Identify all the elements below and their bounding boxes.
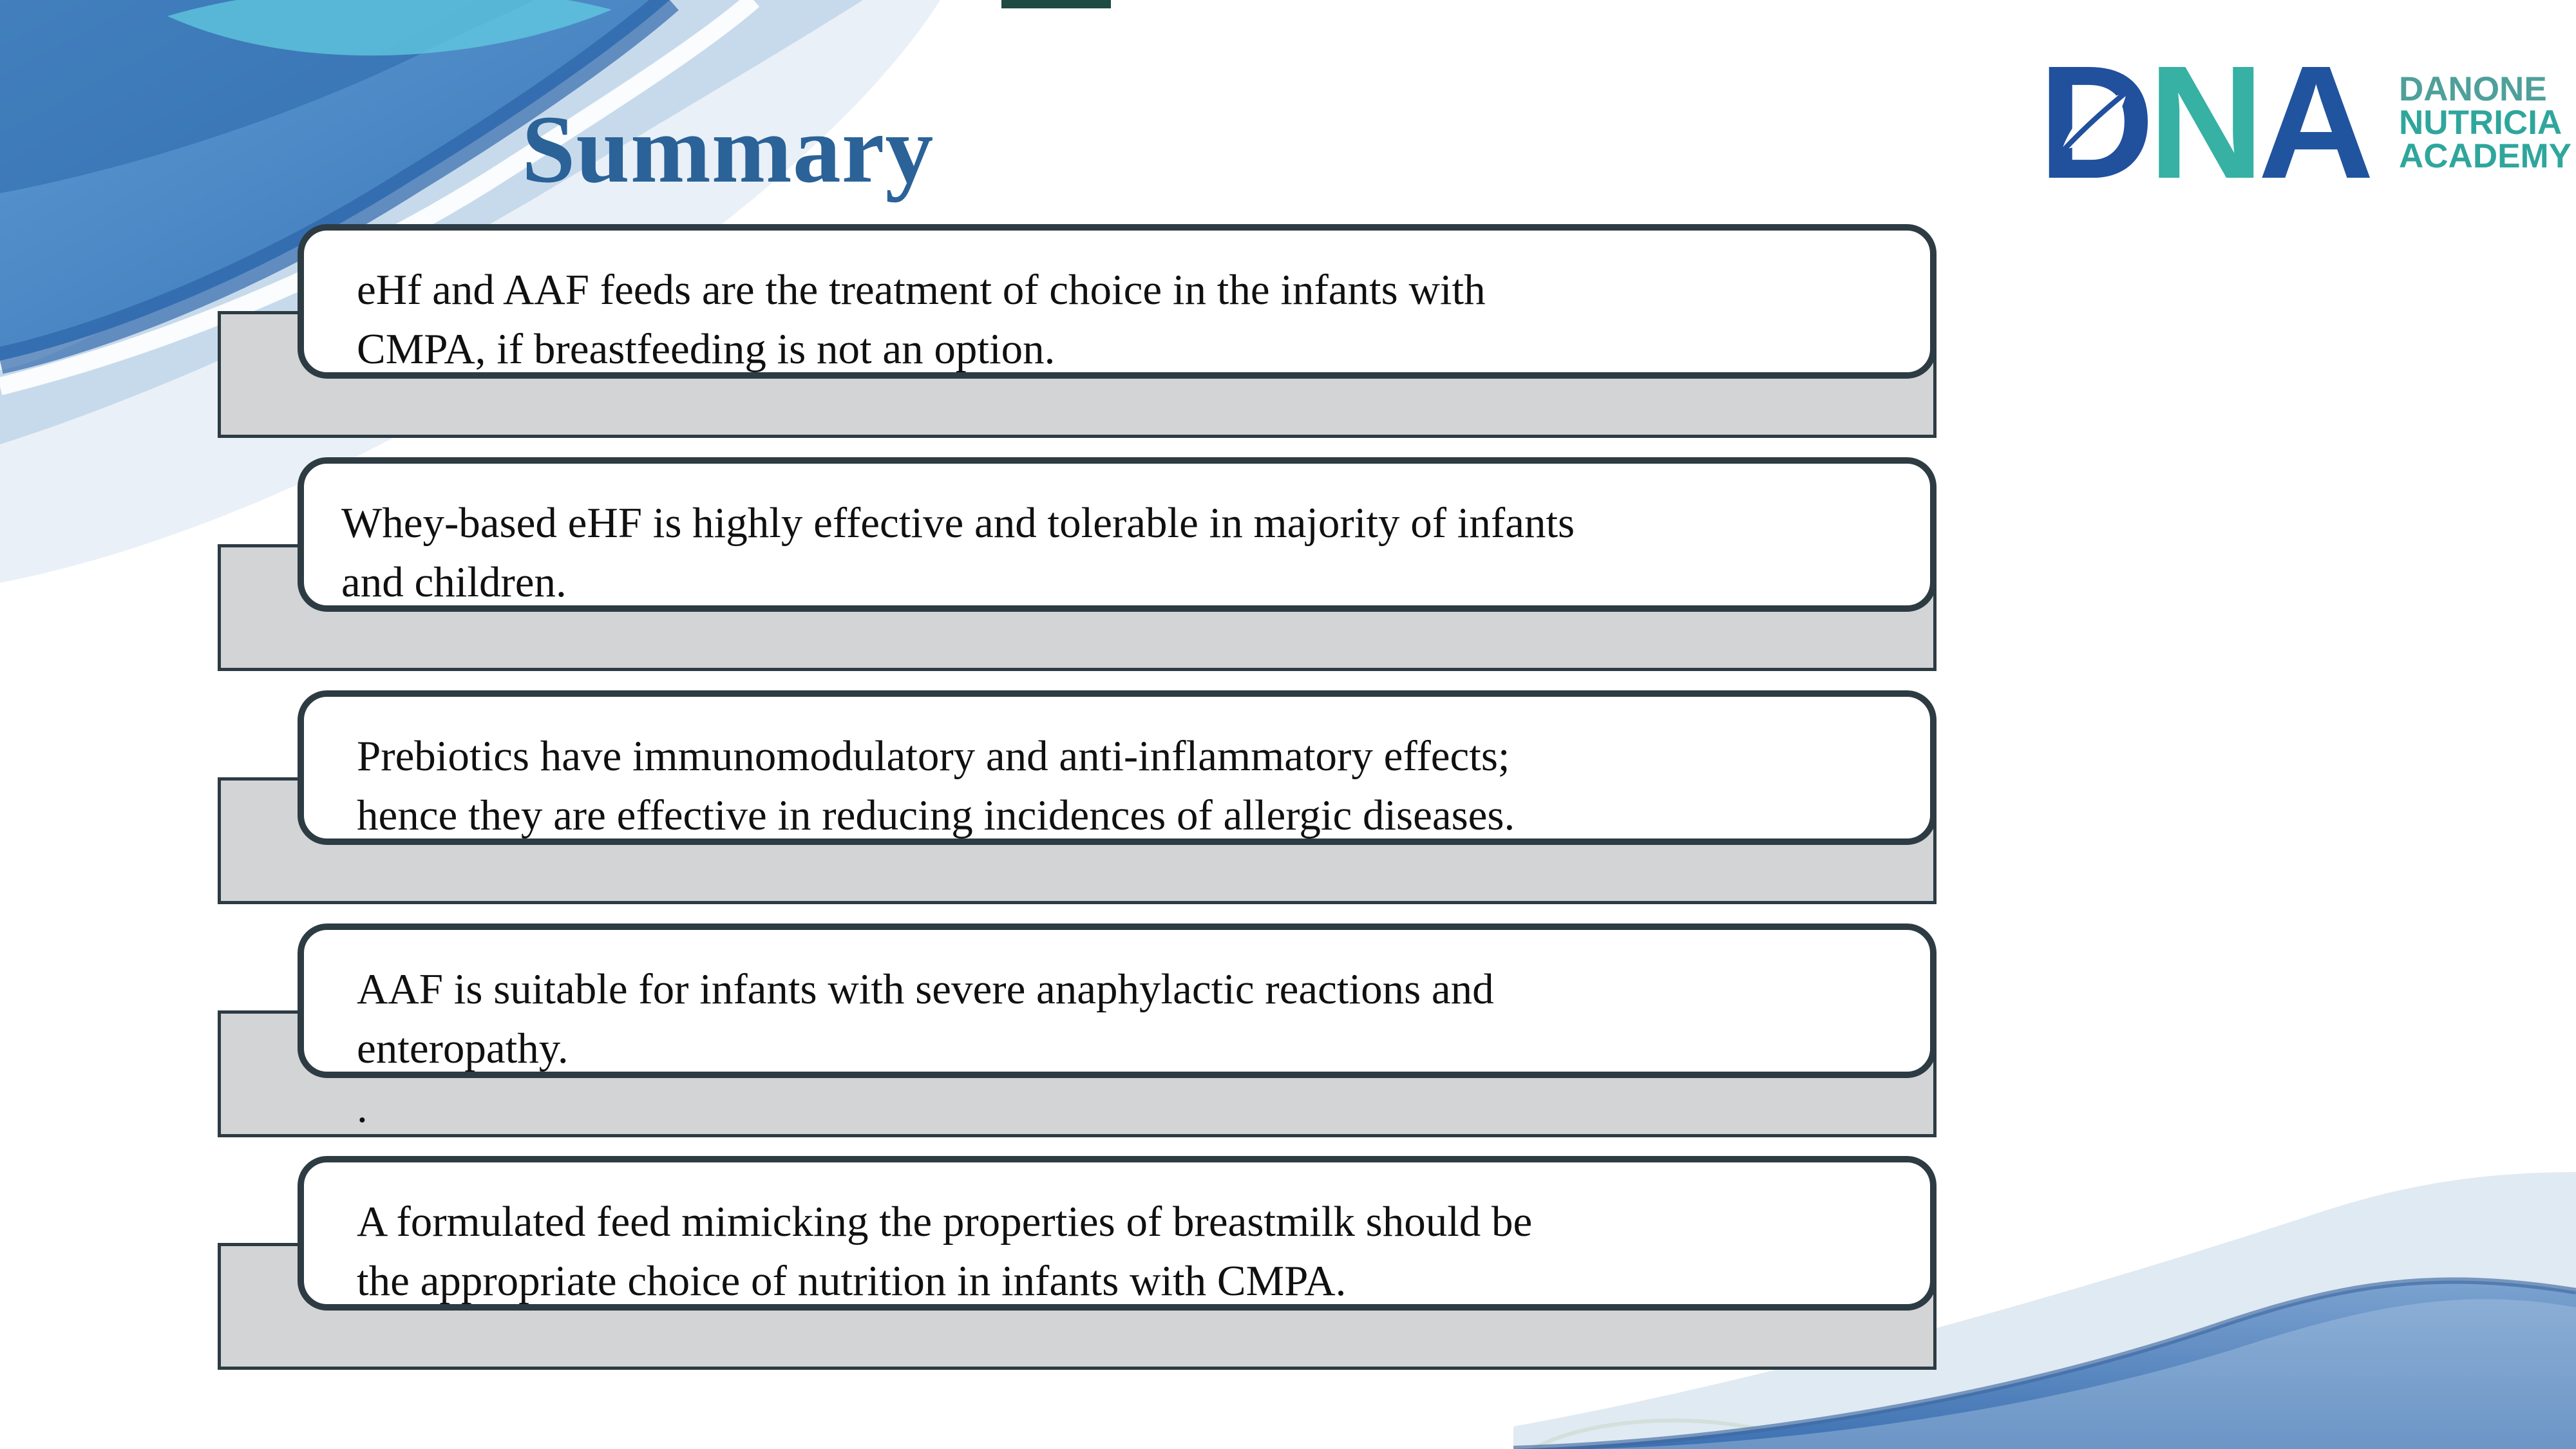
logo-wordmark-line1: DANONE [2399, 70, 2547, 108]
logo-letter-a: A [2258, 32, 2374, 212]
logo-letter-n: N [2148, 32, 2265, 212]
card-text: eHf and AAF feeds are the treatment of c… [357, 266, 1486, 373]
card-text: AAF is suitable for infants with severe … [357, 965, 1494, 1132]
card [298, 457, 1937, 612]
page-title: Summary [522, 96, 934, 203]
card [298, 923, 1937, 1078]
card [298, 690, 1937, 845]
card [298, 224, 1937, 379]
card-text: Prebiotics have immunomodulatory and ant… [357, 732, 1515, 839]
card-text: Whey-based eHF is highly effective and t… [341, 499, 1575, 606]
dna-logo-letters: D N A [2038, 32, 2374, 212]
card [298, 1156, 1937, 1311]
card-text: A formulated feed mimicking the properti… [357, 1198, 1533, 1305]
logo-letter-d: D [2038, 42, 2155, 203]
logo-wordmark: DANONE NUTRICIA ACADEMY [2399, 70, 2571, 175]
logo-wordmark-line2: NUTRICIA [2399, 104, 2562, 142]
logo-wordmark-line3: ACADEMY [2399, 137, 2571, 175]
top-accent-bar [1001, 0, 1111, 8]
leaf-icon [2052, 85, 2134, 163]
dna-logo: D N A DANONE NUTRICIA ACADEMY [2038, 32, 2571, 212]
